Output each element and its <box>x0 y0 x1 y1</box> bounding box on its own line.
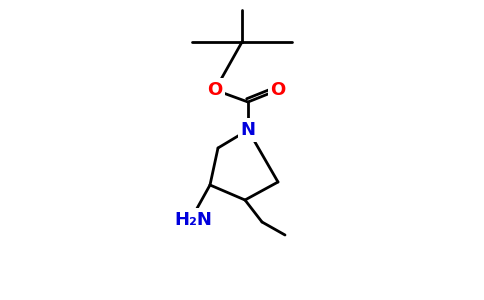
Text: O: O <box>207 81 223 99</box>
Text: O: O <box>271 81 286 99</box>
Text: N: N <box>241 121 256 139</box>
Text: H₂N: H₂N <box>174 211 212 229</box>
